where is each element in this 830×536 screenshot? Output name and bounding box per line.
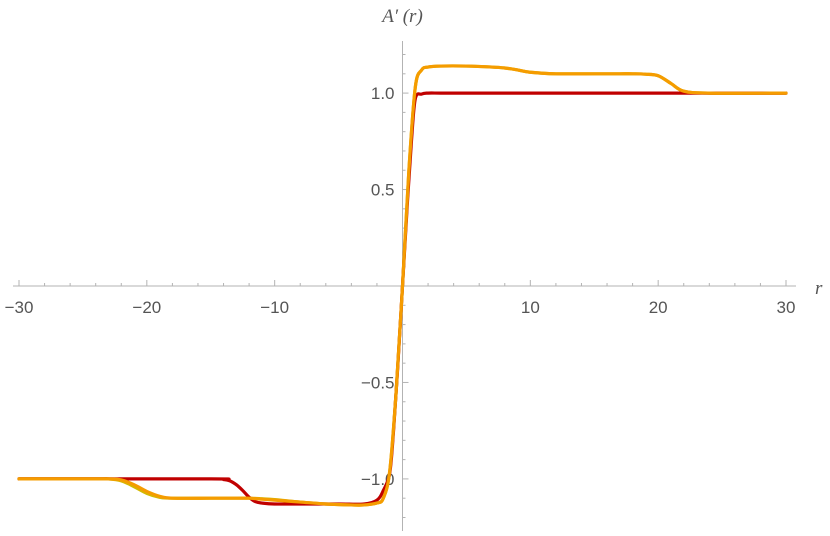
x-tick-label: 20: [649, 298, 668, 317]
x-tick-labels: −30 −20 −10 10 20 30: [5, 298, 796, 317]
y-axis-label: A′ (r): [380, 6, 423, 27]
series-line-3: [17, 64, 788, 507]
y-tick-label: 0.5: [371, 181, 395, 200]
series-layer: [17, 64, 788, 507]
x-axis-label: r: [815, 278, 823, 299]
x-tick-label: −10: [260, 298, 289, 317]
y-tick-label: −0.5: [361, 373, 395, 392]
x-tick-label: 30: [777, 298, 796, 317]
series-line-2: [17, 91, 788, 506]
y-tick-label: 1.0: [371, 84, 395, 103]
x-tick-label: 10: [521, 298, 540, 317]
x-tick-label: −20: [132, 298, 161, 317]
x-tick-label: −30: [5, 298, 34, 317]
